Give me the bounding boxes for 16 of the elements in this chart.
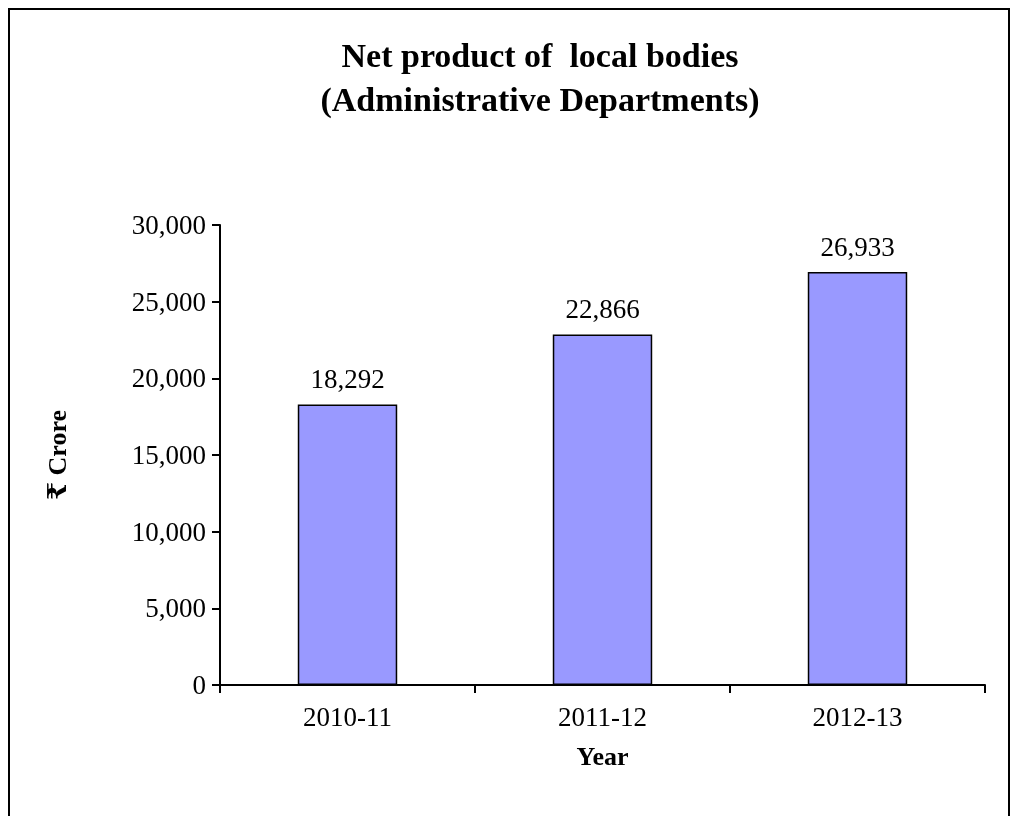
data-label: 18,292 <box>310 364 385 395</box>
chart-title: Net product of local bodies (Administrative Departments) <box>320 36 760 119</box>
x-tick-label: 2011-12 <box>558 701 647 732</box>
y-tick-label: 5,000 <box>145 593 206 624</box>
x-tick-label: 2010-11 <box>303 701 392 732</box>
y-tick-label: 10,000 <box>131 516 206 547</box>
y-axis-title: ₹ Crore <box>42 409 72 501</box>
data-label: 26,933 <box>820 231 895 262</box>
y-tick-label: 30,000 <box>131 210 206 240</box>
data-label: 22,866 <box>565 293 640 324</box>
y-tick-label: 25,000 <box>131 286 206 317</box>
x-tick-label: 2012-13 <box>812 701 903 732</box>
y-tick-label: 0 <box>192 670 206 700</box>
x-axis-title: Year <box>576 741 629 771</box>
y-tick-label: 15,000 <box>131 440 206 470</box>
y-tick-label: 20,000 <box>131 363 206 394</box>
